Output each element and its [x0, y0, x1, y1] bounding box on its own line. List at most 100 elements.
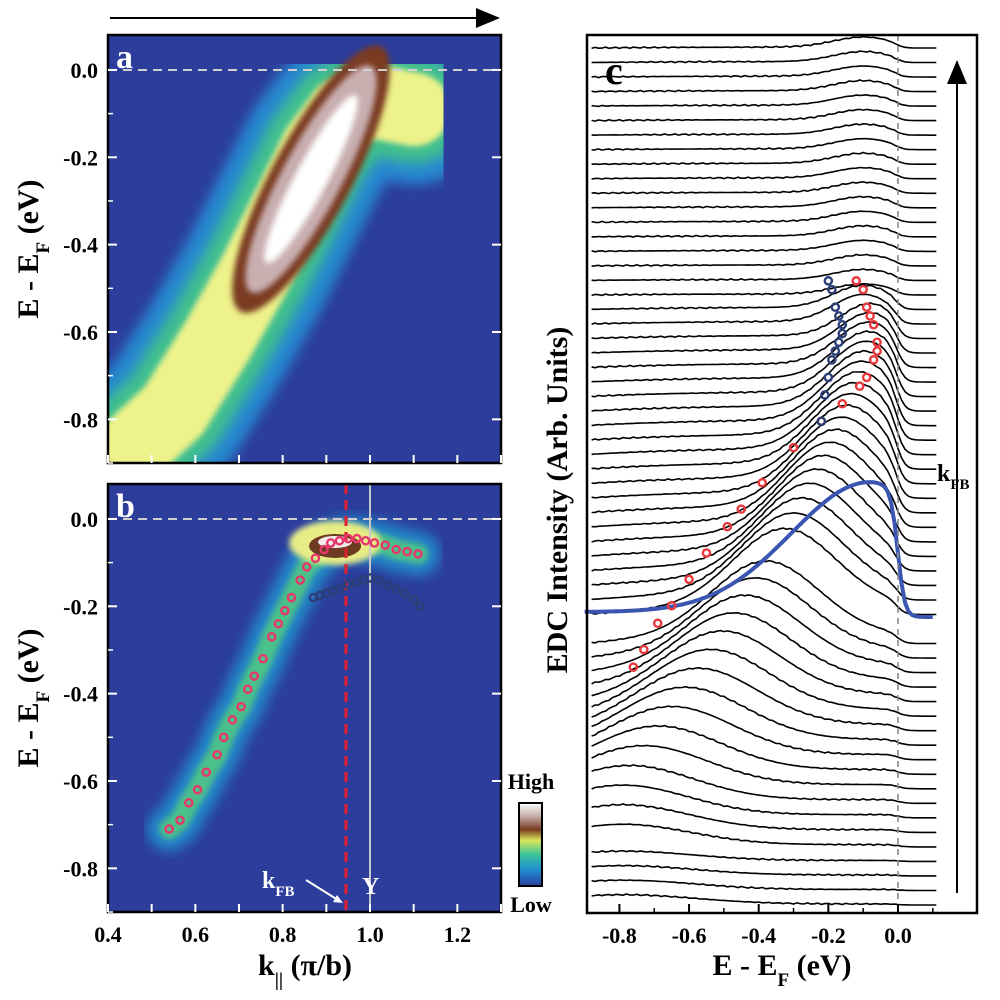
y-tick-label: -0.8 — [63, 856, 98, 881]
edc-curve — [591, 441, 937, 529]
edc-curve — [591, 648, 937, 717]
dispersion-point — [192, 784, 203, 795]
panel-c-kfb-edc — [584, 480, 933, 619]
edc-peak-point — [872, 346, 882, 356]
edc-curve — [591, 629, 937, 703]
panel-a-x-ticks — [107, 455, 502, 463]
dispersion-point — [242, 684, 253, 695]
panel-c-edc-curves — [591, 35, 937, 906]
panel-a-y-ticks: 0.0 -0.2 -0.4 -0.6 -0.8 — [63, 58, 501, 464]
edc-curve — [591, 302, 937, 340]
dispersion-point — [380, 540, 391, 550]
edc-curve — [591, 166, 937, 180]
x-tick-label: -0.2 — [811, 923, 846, 948]
panel-b-y-axis-label: E - EF (eV) — [12, 628, 54, 767]
dispersion-point — [273, 618, 284, 629]
edc-peak-point — [861, 302, 872, 312]
edc-peak-point — [830, 346, 841, 356]
panel-c-x-axis-label: E - EF (eV) — [712, 949, 851, 991]
edc-peak-point — [722, 521, 733, 532]
dispersion-point — [373, 575, 384, 585]
edc-curve — [591, 611, 937, 688]
edc-peak-point — [820, 390, 830, 400]
dispersion-point — [212, 749, 222, 760]
panel-b-y-point-label: Y — [362, 874, 379, 900]
edc-peak-point — [736, 504, 747, 514]
panel-c: -0.8 -0.6 -0.4 -0.2 0.0 c kFB EDC Intensity … — [541, 33, 979, 991]
dispersion-point — [408, 594, 419, 605]
edc-curve — [591, 253, 937, 268]
edc-peak-point — [854, 381, 865, 392]
edc-curve — [591, 685, 937, 746]
dispersion-point — [286, 592, 297, 603]
edc-peak-point — [868, 355, 879, 365]
edc-curve — [591, 511, 937, 601]
edc-curve — [591, 151, 937, 166]
y-tick-label: -0.2 — [63, 145, 98, 170]
dispersion-point — [360, 535, 371, 546]
panel-a-frame — [106, 33, 503, 465]
edc-curve — [591, 311, 937, 354]
panel-a-hotspot-white — [264, 94, 358, 264]
dispersion-point — [227, 715, 238, 725]
panel-a-y-axis-label: E - EF (eV) — [12, 179, 54, 318]
colorbar — [518, 802, 543, 887]
edc-peak-point — [872, 337, 882, 348]
edc-peak-point — [830, 302, 841, 312]
edc-curve — [591, 283, 937, 311]
dispersion-point — [201, 767, 212, 778]
dispersion-point — [249, 671, 260, 681]
x-tick-label: -0.4 — [741, 923, 776, 948]
edc-curve — [591, 724, 937, 776]
edc-curve — [591, 454, 937, 543]
edc-peak-point — [638, 644, 649, 655]
edc-curve — [591, 210, 937, 224]
edc-peak-point — [851, 276, 862, 286]
edc-curve — [591, 268, 937, 282]
dispersion-point — [382, 579, 393, 590]
edc-curve — [591, 122, 937, 137]
edc-curve — [591, 108, 937, 122]
y-tick-label: -0.4 — [63, 682, 98, 707]
dispersion-point — [391, 544, 402, 555]
y-tick-label: 0.0 — [71, 58, 99, 83]
edc-curve — [591, 666, 937, 732]
dispersion-point — [258, 653, 268, 664]
edc-curve — [591, 705, 937, 761]
y-tick-label: -0.4 — [63, 233, 98, 258]
edc-curve — [591, 823, 937, 848]
panel-b-kfb-pointer — [305, 879, 339, 901]
dispersion-point — [325, 538, 336, 548]
y-tick-label: 0.0 — [71, 507, 99, 532]
x-tick-label: 0.4 — [94, 922, 122, 947]
edc-peak-point — [701, 548, 712, 558]
edc-curve — [591, 282, 937, 297]
edc-curve — [591, 784, 937, 819]
edc-peak-point — [827, 355, 837, 365]
panel-b-red-markers — [164, 533, 423, 834]
edc-curve — [591, 137, 937, 151]
panel-b-kfb-label: kFB — [262, 868, 295, 900]
edc-curve — [591, 65, 937, 79]
dispersion-point — [391, 584, 402, 594]
edc-curve — [591, 50, 937, 64]
edc-peak-point — [834, 311, 844, 321]
panel-a-letter: a — [116, 39, 133, 76]
edc-curve — [591, 576, 937, 659]
edc-peak-point — [823, 372, 834, 383]
dispersion-point — [402, 546, 412, 557]
edc-peak-point — [837, 398, 848, 409]
panel-b-frame — [106, 482, 503, 914]
edc-curve — [591, 467, 937, 558]
edc-peak-point — [861, 372, 872, 383]
panel-b-x-axis-label: k|| (π/b) — [258, 949, 352, 991]
panel-a: 0.0 -0.2 -0.4 -0.6 -0.8 a E - EF (eV) — [12, 33, 503, 465]
x-tick-label: 1.2 — [444, 922, 472, 947]
edc-curve — [591, 330, 937, 383]
dispersion-point — [183, 798, 194, 808]
y-tick-label: -0.6 — [63, 320, 98, 345]
x-tick-label: -0.6 — [672, 923, 707, 948]
edc-peak-point — [827, 284, 837, 295]
dispersion-point — [413, 549, 423, 559]
edc-curve — [591, 360, 937, 427]
